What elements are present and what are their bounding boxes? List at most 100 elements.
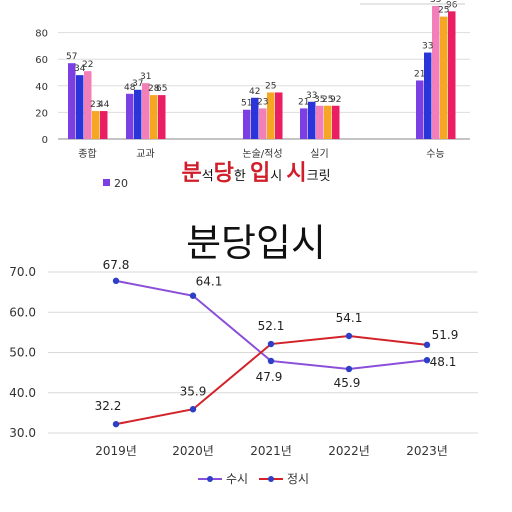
bar-y-tick: 40 (35, 82, 48, 93)
bar-data-label: 35 (430, 0, 441, 5)
bar-category-label: 종합 (78, 148, 96, 160)
bar-data-label: 25 (322, 95, 333, 105)
series-point (189, 292, 197, 299)
line-chart-data-labels: 67.8 64.1 47.9 45.9 48.1 32.2 35.9 52.1 54.1 51.9 (95, 258, 459, 413)
line-chart-y-ticks: 30.0 40.0 50.0 60.0 70.0 (9, 265, 36, 440)
bar-data-label: 25 (265, 81, 276, 91)
line-data-label: 51.9 (432, 328, 459, 342)
susi-jeongsi-line-chart: 30.0 40.0 50.0 60.0 70.0 2019년 2020년 2021년 2022… (9, 258, 478, 486)
series-point (267, 340, 275, 348)
banner-char: 분 (181, 161, 202, 186)
series-point (267, 357, 275, 365)
bar (158, 95, 166, 139)
line-chart-gridlines (48, 271, 478, 434)
line-chart-series (112, 277, 431, 428)
banner-char: 시 (270, 169, 283, 184)
bar (243, 109, 251, 139)
bar-data-label: 21 (298, 97, 309, 107)
bar (308, 101, 316, 139)
bar (316, 105, 324, 139)
bar (332, 105, 340, 139)
bar (440, 16, 448, 139)
bar (142, 83, 150, 139)
banner-char: 당 (213, 161, 234, 186)
line-data-label: 32.2 (95, 399, 122, 413)
bar (300, 108, 308, 139)
line-y-tick: 60.0 (9, 305, 36, 319)
bar-data-label: 42 (249, 87, 260, 97)
legend-fragment: 20 (114, 177, 128, 190)
line-x-tick: 2021년 (250, 444, 292, 458)
bar-chart-data-labels: 57 48 51 21 21 34 37 42 33 33 22 31 23 35 35 23 28 25 25 25… (66, 0, 458, 110)
bar (432, 6, 440, 139)
bar-data-label: 96 (446, 0, 458, 10)
page-title: 분당입시 (186, 221, 326, 265)
line-data-label: 35.9 (180, 384, 207, 398)
legend-marker-jeongsi (268, 476, 274, 482)
line-data-label: 67.8 (103, 258, 130, 272)
series-point (112, 420, 120, 428)
brand-banner: 분석당한 입시 시크릿 (0, 155, 512, 195)
bar-y-tick: 80 (35, 29, 48, 40)
series-point (112, 277, 120, 285)
bar-data-label: 33 (422, 42, 433, 52)
bar (275, 92, 283, 139)
legend-label-susi: 수시 (226, 472, 248, 486)
series-point (345, 365, 353, 373)
bar (259, 108, 267, 139)
banner-char: 석 (201, 169, 214, 184)
bar-data-label: 23 (257, 97, 268, 107)
line-x-tick: 2020년 (172, 444, 214, 458)
bar (150, 95, 158, 139)
line-y-tick: 30.0 (9, 426, 36, 440)
line-x-tick: 2019년 (95, 444, 137, 458)
bar-data-label: 28 (148, 84, 160, 94)
bar-category-label: 수능 (426, 148, 444, 160)
bar-data-label: 57 (66, 52, 77, 62)
bar (84, 71, 92, 139)
bar (92, 111, 100, 139)
bar-chart-category-labels: 종합 교과 논술/적성 실기 수능 (78, 148, 444, 160)
line-data-label: 47.9 (256, 370, 283, 384)
bar-data-label: 33 (306, 91, 317, 101)
bar-data-label: 22 (82, 60, 93, 70)
bar (416, 80, 424, 139)
bar-data-label: 92 (330, 95, 341, 105)
series-point (423, 356, 431, 364)
bar-data-label: 44 (98, 100, 110, 110)
bar (251, 97, 259, 139)
bar (267, 92, 275, 139)
line-data-label: 45.9 (334, 376, 361, 390)
bar-data-label: 37 (132, 79, 143, 89)
bar-category-label: 실기 (310, 148, 328, 160)
line-y-tick: 50.0 (9, 346, 36, 360)
bar-chart-y-ticks: 0 20 40 60 80 (35, 29, 48, 146)
bar (68, 63, 76, 139)
line-data-label: 64.1 (196, 275, 223, 289)
bar-data-label: 34 (74, 64, 86, 74)
banner-char: 시 (286, 161, 307, 186)
bar-category-label: 논술/적성 (242, 148, 282, 160)
bar-data-label: 65 (156, 84, 167, 94)
line-data-label: 54.1 (336, 311, 363, 325)
line-chart-x-ticks: 2019년 2020년 2021년 2022년 2023년 (95, 444, 448, 458)
bar-y-tick: 20 (35, 108, 48, 119)
bar (424, 52, 432, 139)
line-x-tick: 2023년 (406, 444, 448, 458)
series-point (189, 406, 197, 413)
line-y-tick: 40.0 (9, 386, 36, 400)
banner-char: 입 (250, 161, 271, 186)
bar-chart-bars (68, 6, 456, 139)
legend-marker-susi (207, 476, 213, 482)
bar (324, 105, 332, 139)
series-point (345, 332, 353, 340)
bar (126, 93, 134, 139)
legend-label-jeongsi: 정시 (287, 472, 309, 486)
bar-y-tick: 60 (35, 55, 48, 66)
program-bar-chart: 0 20 40 60 80 57 48 51 21 21 34 37 42 33 33 22 31 23 35 35… (35, 0, 470, 190)
bar-data-label: 51 (241, 99, 252, 109)
line-data-label: 52.1 (258, 319, 285, 333)
bar (76, 75, 84, 139)
line-data-label: 48.1 (430, 355, 457, 369)
bar-y-tick: 0 (42, 135, 48, 146)
